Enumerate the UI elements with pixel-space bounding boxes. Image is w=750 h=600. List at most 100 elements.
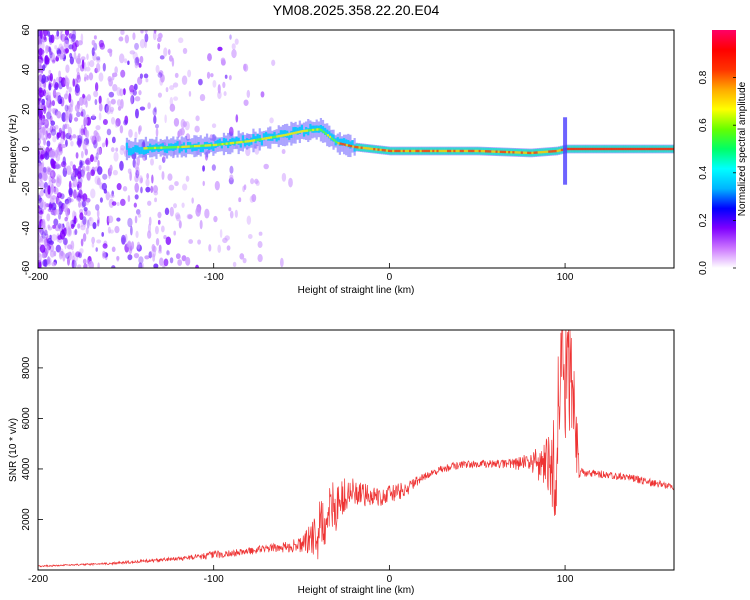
colorbar-gradient (712, 30, 736, 268)
ridge-core (512, 151, 515, 154)
noise-speckle (111, 265, 116, 268)
noise-speckle (82, 193, 88, 202)
noise-speckle (147, 200, 152, 206)
noise-speckle (42, 259, 47, 267)
ridge-band (307, 128, 310, 136)
ridge-core (653, 147, 656, 151)
noise-speckle (48, 82, 53, 88)
noise-speckle (38, 253, 41, 258)
ridge-core (168, 146, 171, 149)
ridge-core (316, 128, 319, 131)
ridge-core (185, 145, 188, 148)
noise-speckle (90, 188, 96, 199)
ridge-core (288, 132, 292, 136)
ridge-core (476, 149, 479, 153)
ridge-core (501, 150, 505, 154)
noise-speckle (147, 223, 151, 233)
noise-speckle (47, 74, 51, 82)
spectrogram-y-ticks: -60 -40 -20 0 20 40 60 (21, 24, 43, 275)
noise-speckle (134, 42, 139, 50)
ridge-core (461, 149, 464, 153)
ridge-core (645, 147, 648, 151)
noise-speckle (74, 83, 80, 94)
ridge-core (272, 135, 275, 139)
ridge-core (537, 151, 540, 154)
ridge-core (350, 144, 353, 148)
noise-speckle (96, 239, 102, 244)
noise-speckle (78, 201, 82, 208)
ridge-core (331, 137, 334, 140)
noise-speckle (101, 231, 104, 237)
noise-speckle (150, 185, 154, 194)
noise-speckle (77, 264, 82, 268)
ridge-band (235, 136, 238, 144)
noise-speckle (163, 258, 169, 267)
noise-speckle (49, 250, 55, 258)
noise-speckle (232, 261, 237, 267)
ridge-band (212, 143, 215, 151)
ridge-core (151, 146, 155, 150)
ridge-band (136, 145, 139, 153)
noise-speckle (217, 244, 222, 253)
ridge-core (649, 147, 652, 151)
noise-speckle (43, 201, 47, 210)
noise-speckle (102, 62, 106, 72)
noise-speckle (71, 33, 76, 43)
noise-speckle (153, 263, 159, 268)
noise-speckle (75, 195, 81, 201)
noise-speckle (217, 46, 223, 52)
spectrogram-x-ticks: -200 -100 0 100 (28, 263, 574, 283)
noise-speckle (44, 54, 49, 65)
noise-speckle (220, 57, 226, 64)
noise-speckle (85, 157, 91, 166)
snr-y-ticks: 2000 4000 6000 8000 (21, 356, 43, 531)
noise-speckle (95, 204, 100, 211)
noise-speckle (63, 93, 68, 100)
ridge-core (451, 149, 454, 153)
noise-speckle (174, 181, 179, 187)
noise-speckle (81, 200, 87, 208)
noise-speckle (93, 156, 98, 163)
noise-speckle (217, 84, 221, 94)
noise-speckle (226, 245, 231, 251)
noise-speckle (38, 228, 42, 235)
noise-speckle (49, 234, 52, 240)
noise-speckle (182, 183, 188, 191)
noise-speckle (73, 51, 77, 60)
ridge-core (539, 151, 542, 154)
noise-speckle (157, 43, 161, 50)
noise-speckle (134, 131, 138, 140)
noise-speckle (98, 95, 102, 105)
noise-speckle (95, 125, 101, 131)
ridge-core (172, 146, 176, 149)
noise-speckle (96, 147, 102, 155)
noise-speckle (98, 72, 104, 82)
noise-speckle (85, 165, 90, 172)
noise-speckle (42, 83, 47, 91)
noise-speckle (229, 34, 232, 40)
ridge-core (470, 149, 473, 153)
noise-speckle (118, 36, 124, 42)
noise-speckle (57, 222, 62, 229)
ridge-core (204, 144, 207, 147)
ridge-band (347, 140, 350, 148)
noise-speckle (166, 250, 170, 256)
noise-speckle (80, 33, 84, 43)
ridge-core (189, 145, 192, 148)
snr-y-tick-label: 8000 (21, 356, 32, 379)
ridge-band (218, 138, 221, 146)
ridge-core (554, 149, 557, 153)
noise-speckle (134, 162, 139, 171)
ridge-core (244, 140, 247, 143)
noise-speckle (45, 130, 49, 140)
ridge-core (472, 149, 475, 153)
noise-speckle (58, 201, 63, 209)
ridge-band (324, 127, 327, 135)
ridge-core (480, 149, 483, 153)
noise-speckle (38, 47, 43, 56)
ridge-core (212, 143, 216, 147)
ridge-core (552, 150, 555, 153)
noise-speckle (147, 102, 151, 110)
noise-speckle (182, 47, 188, 55)
